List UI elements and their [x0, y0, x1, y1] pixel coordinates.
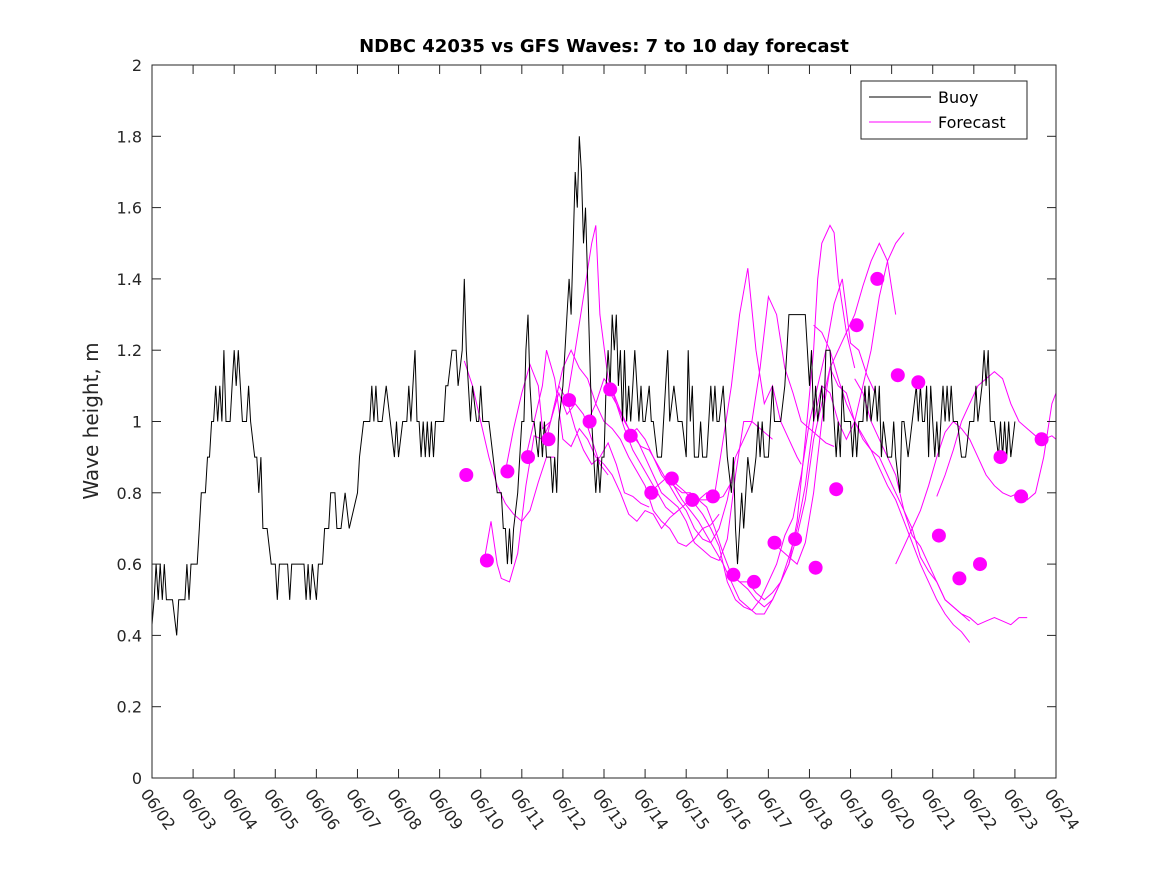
forecast-marker — [582, 414, 597, 429]
forecast-line — [566, 225, 732, 515]
y-tick-label: 1.8 — [117, 127, 142, 146]
forecast-marker — [788, 532, 803, 547]
chart-title: NDBC 42035 vs GFS Waves: 7 to 10 day for… — [359, 36, 849, 57]
forecast-marker — [623, 428, 638, 443]
legend-label-forecast: Forecast — [938, 113, 1006, 132]
forecast-marker — [1034, 432, 1049, 447]
forecast-marker — [664, 471, 679, 486]
y-tick-label: 0.2 — [117, 698, 142, 717]
forecast-marker — [829, 482, 844, 497]
forecast-marker — [747, 574, 761, 589]
forecast-line — [895, 392, 1057, 565]
y-tick-label: 0.4 — [117, 626, 142, 645]
y-tick-label: 0.8 — [117, 484, 142, 503]
forecast-line — [648, 224, 856, 615]
forecast-line — [587, 377, 773, 562]
forecast-marker — [726, 567, 741, 582]
legend-box — [860, 80, 1028, 140]
forecast-marker — [644, 485, 659, 500]
forecast-marker — [911, 375, 926, 390]
y-tick-label: 0.6 — [117, 555, 142, 574]
forecast-line — [854, 378, 1028, 626]
forecast-marker — [521, 450, 535, 465]
forecast-line — [628, 294, 835, 544]
forecast-marker — [459, 468, 474, 482]
forecast-line — [813, 324, 971, 643]
y-tick-label: 1.2 — [117, 341, 142, 360]
forecast-marker — [952, 571, 967, 586]
forecast-marker — [931, 528, 946, 543]
y-tick-label: 1 — [132, 413, 142, 432]
legend: Buoy Forecast — [860, 80, 1028, 140]
buoy-line — [151, 136, 1016, 636]
forecast-marker — [500, 464, 515, 479]
forecast-marker — [685, 492, 700, 507]
forecast-line — [504, 362, 650, 508]
forecast-marker — [973, 557, 987, 572]
forecast-marker — [767, 535, 782, 550]
plot-area: 00.20.40.60.811.21.41.61.82 06/0206/0306… — [117, 56, 1084, 834]
series-layer — [151, 136, 1057, 643]
forecast-marker — [541, 432, 556, 447]
y-axis: 0 0.2 0.4 0.6 0.8 1 1.2 1.4 1.6 1.8 2 — [117, 56, 1056, 788]
forecast-marker — [849, 318, 864, 333]
forecast-line — [525, 350, 679, 530]
forecast-line — [690, 242, 897, 601]
forecast-marker — [562, 393, 577, 408]
legend-label-buoy: Buoy — [938, 88, 978, 107]
forecast-marker — [479, 553, 494, 568]
forecast-marker — [705, 489, 720, 504]
forecast-marker — [870, 271, 885, 286]
y-tick-label: 1.4 — [117, 270, 142, 289]
forecast-marker — [1014, 489, 1029, 504]
forecast-line — [731, 232, 905, 608]
y-tick-label: 1.6 — [117, 199, 142, 218]
y-axis-label: Wave height, m — [79, 342, 103, 499]
forecast-marker — [603, 382, 618, 397]
y-tick-label: 2 — [132, 56, 142, 75]
forecast-line — [669, 278, 876, 612]
forecast-marker — [993, 450, 1008, 465]
y-tick-label: 0 — [132, 769, 142, 788]
forecast-line — [546, 349, 720, 547]
forecast-marker — [890, 368, 905, 383]
forecast-marker — [808, 560, 823, 575]
